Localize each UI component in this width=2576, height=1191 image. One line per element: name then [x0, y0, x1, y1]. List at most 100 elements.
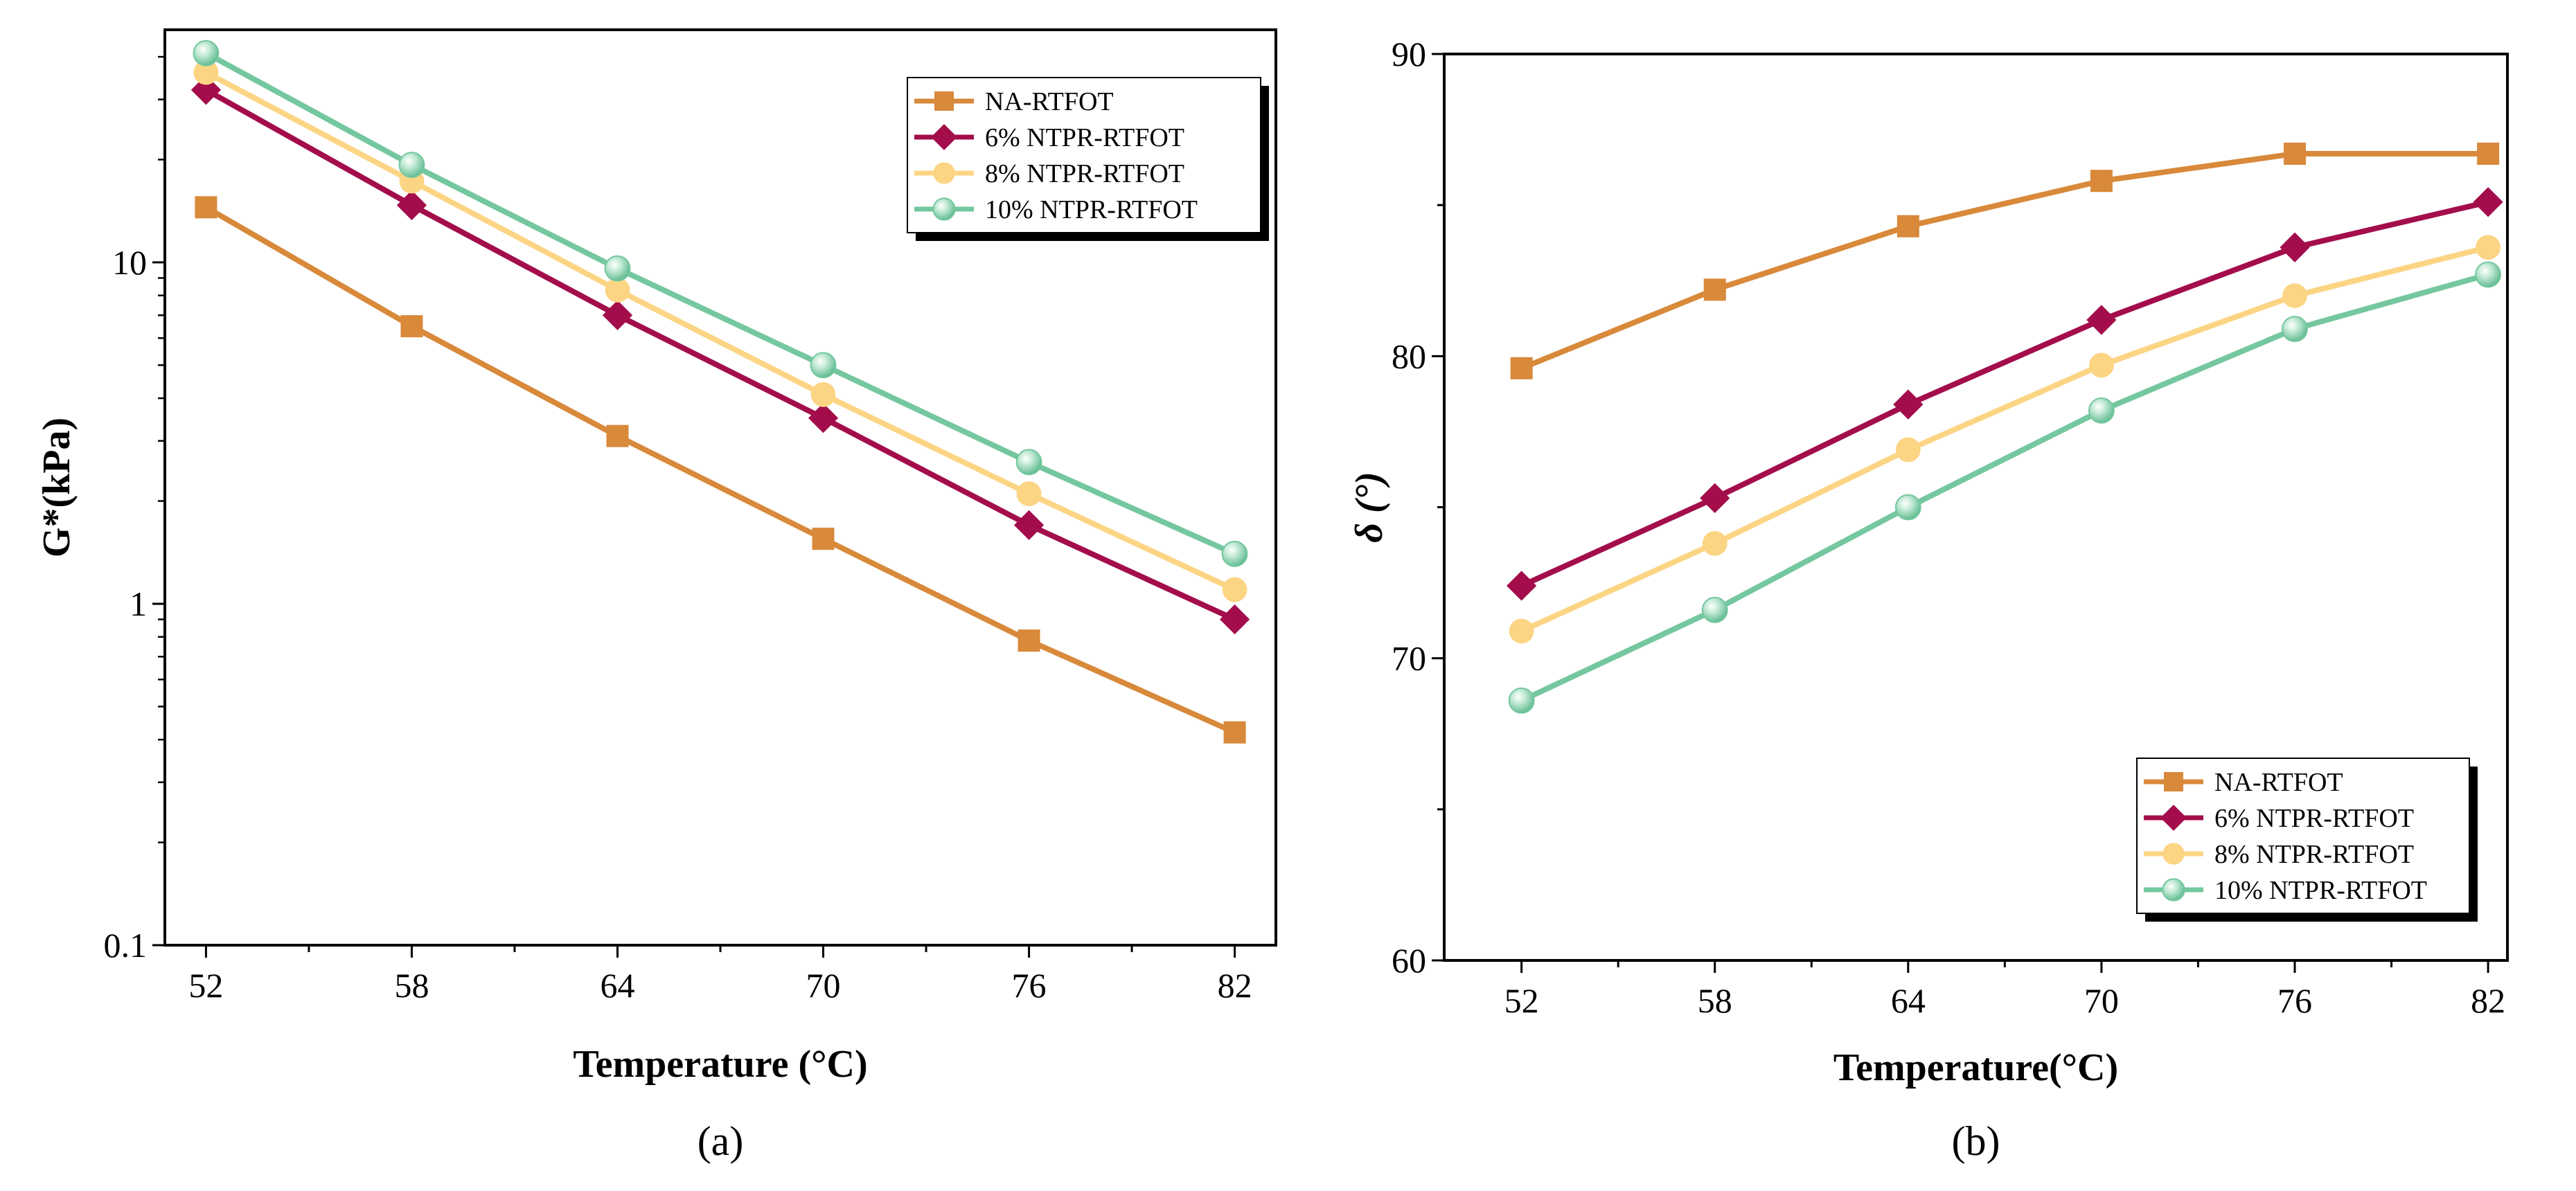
legend-marker	[2162, 843, 2185, 865]
legend: NA-RTFOT 6% NTPR-RTFOT 8% NTPR-RTFOT 10% NT…	[2136, 758, 2478, 922]
legend-item-10pct-ntpr-rtfot: 10% NTPR-RTFOT	[2144, 876, 2427, 905]
data-point	[1222, 577, 1247, 602]
data-point	[398, 152, 425, 179]
legend: NA-RTFOT 6% NTPR-RTFOT 8% NTPR-RTFOT 10% NT…	[907, 77, 1269, 241]
legend-label: 8% NTPR-RTFOT	[985, 159, 1184, 188]
data-point	[602, 300, 633, 330]
series-na-rtfot	[1510, 142, 2500, 379]
legend-item-na-rtfot: NA-RTFOT	[914, 87, 1114, 116]
y-tick-label: 90	[1392, 35, 1426, 73]
x-tick-label: 70	[806, 966, 841, 1005]
legend-marker	[934, 91, 954, 111]
x-tick-label: 82	[1218, 966, 1252, 1005]
y-axis-title: δ (°)	[1348, 472, 1391, 542]
data-point	[1894, 494, 1921, 521]
data-point	[195, 196, 217, 219]
data-point	[1013, 510, 1045, 540]
data-point	[1510, 357, 1533, 379]
legend-label: NA-RTFOT	[2214, 768, 2343, 797]
legend-item-8pct-ntpr-rtfot: 8% NTPR-RTFOT	[2144, 840, 2414, 869]
data-point	[1018, 629, 1040, 652]
legend-marker	[2160, 805, 2187, 831]
data-point	[1219, 604, 1250, 635]
data-point	[1507, 571, 1537, 601]
data-point	[2086, 305, 2117, 335]
data-point	[1509, 618, 1534, 644]
y-tick-label: 10	[112, 243, 147, 282]
data-point	[193, 60, 219, 85]
legend-label: 6% NTPR-RTFOT	[2214, 804, 2414, 833]
y-tick-label: 60	[1392, 941, 1426, 980]
data-point	[1700, 483, 1730, 514]
data-point	[1702, 530, 1727, 556]
series-6pct-ntpr-rtfot	[190, 75, 1250, 635]
series-line	[204, 70, 1236, 593]
series-10pct-ntpr-rtfot	[193, 39, 1248, 567]
data-point	[2282, 283, 2307, 308]
data-point	[1895, 437, 1921, 463]
chart-panel-a: 52 58 64 70 76 82 0.1 1 10 Temperature (°C) G*(kPa…	[35, 28, 1277, 1164]
legend-item-6pct-ntpr-rtfot: 6% NTPR-RTFOT	[2144, 804, 2414, 833]
series-8pct-ntpr-rtfot	[193, 60, 1247, 602]
series-8pct-ntpr-rtfot	[1509, 235, 2501, 644]
x-tick-label: 64	[1891, 981, 1926, 1020]
data-point	[2284, 142, 2306, 165]
series-na-rtfot	[195, 196, 1246, 744]
legend-label: 8% NTPR-RTFOT	[2214, 840, 2414, 869]
series-line	[1520, 271, 2489, 704]
x-axis-title: Temperature (°C)	[573, 1043, 867, 1086]
data-point	[2088, 397, 2115, 424]
series-line	[1520, 150, 2489, 371]
data-point	[605, 277, 630, 303]
x-axis-title: Temperature(°C)	[1833, 1046, 2118, 1089]
data-point	[604, 255, 631, 282]
data-point	[2477, 142, 2500, 165]
legend-item-6pct-ntpr-rtfot: 6% NTPR-RTFOT	[914, 123, 1184, 152]
y-tick-label: 0.1	[104, 926, 148, 965]
data-point	[1223, 721, 1246, 744]
data-point	[400, 315, 423, 338]
data-point	[1015, 449, 1042, 476]
data-point	[808, 403, 839, 433]
legend-label: 10% NTPR-RTFOT	[985, 195, 1198, 224]
legend-item-na-rtfot: NA-RTFOT	[2144, 768, 2343, 797]
series-10pct-ntpr-rtfot	[1508, 261, 2502, 714]
data-point	[396, 190, 427, 220]
chart-panel-b: 52 58 64 70 76 82 60 70 80 90 Temperature(°C) δ (°)…	[1348, 35, 2509, 1164]
data-point	[2476, 235, 2501, 260]
data-point	[2280, 232, 2310, 262]
series-line	[204, 87, 1236, 623]
y-tick-label: 1	[130, 584, 147, 623]
y-tick-label: 80	[1392, 337, 1426, 375]
legend-label: 10% NTPR-RTFOT	[2214, 876, 2427, 905]
legend-marker	[932, 197, 956, 221]
series-line	[1520, 199, 2489, 589]
data-point	[2282, 316, 2308, 342]
y-axis-title: G*(kPa)	[35, 418, 78, 557]
data-point	[2090, 170, 2113, 192]
legend-label: NA-RTFOT	[985, 87, 1114, 116]
x-tick-label: 70	[2084, 981, 2119, 1020]
legend-marker	[931, 124, 957, 150]
series-line	[204, 204, 1236, 735]
y-tick-label: 70	[1392, 639, 1426, 678]
legend-marker	[933, 162, 955, 184]
x-tick-label: 52	[1504, 981, 1539, 1020]
data-point	[190, 75, 222, 105]
data-point	[1221, 540, 1248, 567]
panel-label: (b)	[1952, 1118, 2000, 1164]
data-point	[812, 528, 835, 550]
data-point	[1016, 481, 1042, 506]
legend-marker	[2164, 772, 2183, 791]
legend-item-8pct-ntpr-rtfot: 8% NTPR-RTFOT	[914, 159, 1184, 188]
x-tick-label: 64	[600, 966, 634, 1005]
series-line	[1520, 244, 2489, 634]
legend-item-10pct-ntpr-rtfot: 10% NTPR-RTFOT	[914, 195, 1198, 224]
x-tick-label: 52	[188, 966, 223, 1005]
x-tick-label: 82	[2471, 981, 2505, 1020]
data-point	[810, 352, 837, 379]
data-point	[1703, 278, 1726, 301]
x-tick-label: 58	[394, 966, 429, 1005]
data-point	[193, 39, 220, 66]
